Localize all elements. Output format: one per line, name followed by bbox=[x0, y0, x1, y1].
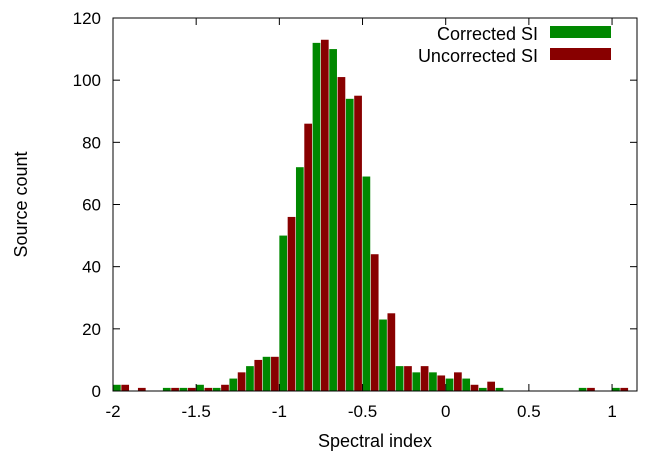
bar-uncorrected bbox=[237, 372, 246, 391]
bar-corrected bbox=[279, 235, 288, 391]
x-tick-label: -0.5 bbox=[348, 402, 377, 421]
y-tick-label: 100 bbox=[73, 71, 101, 90]
x-tick-label: -1 bbox=[272, 402, 287, 421]
bar-corrected bbox=[312, 42, 321, 392]
ticks-layer: -2 -1.5 -1 -0.5 0 0.5 1 0 20 40 60 80 100 120 bbox=[73, 9, 637, 421]
bar-uncorrected bbox=[370, 254, 379, 391]
bar-uncorrected bbox=[404, 366, 412, 391]
bar-corrected bbox=[246, 366, 254, 391]
bar-uncorrected bbox=[587, 387, 595, 391]
bar-uncorrected bbox=[137, 387, 146, 391]
bar-uncorrected bbox=[254, 359, 263, 391]
bars-layer bbox=[113, 39, 629, 392]
x-tick-label: -1.5 bbox=[182, 402, 211, 421]
bar-corrected bbox=[196, 384, 204, 391]
bar-uncorrected bbox=[304, 123, 313, 392]
legend-label: Uncorrected SI bbox=[418, 46, 538, 66]
y-axis-title: Source count bbox=[11, 151, 31, 257]
bar-corrected bbox=[495, 387, 504, 391]
bar-corrected bbox=[229, 378, 238, 391]
y-tick-label: 80 bbox=[82, 133, 101, 152]
bar-uncorrected bbox=[271, 356, 279, 391]
bar-corrected bbox=[379, 319, 387, 391]
bar-uncorrected bbox=[287, 216, 296, 391]
bar-corrected bbox=[462, 378, 471, 391]
x-tick-label: -2 bbox=[105, 402, 120, 421]
x-tick-label: 0 bbox=[441, 402, 450, 421]
x-tick-label: 0.5 bbox=[517, 402, 541, 421]
bar-corrected bbox=[345, 98, 354, 391]
bar-uncorrected bbox=[187, 387, 196, 391]
bar-uncorrected bbox=[221, 384, 229, 391]
bar-uncorrected bbox=[437, 375, 446, 391]
legend-label: Corrected SI bbox=[437, 24, 538, 44]
bar-uncorrected bbox=[420, 366, 429, 391]
bar-corrected bbox=[113, 384, 121, 391]
bar-uncorrected bbox=[121, 384, 130, 391]
bar-uncorrected bbox=[470, 384, 479, 391]
bar-corrected bbox=[179, 387, 188, 391]
bar-corrected bbox=[212, 387, 221, 391]
legend-swatch bbox=[550, 26, 611, 38]
bar-uncorrected bbox=[171, 387, 179, 391]
bar-uncorrected bbox=[337, 77, 346, 391]
bar-uncorrected bbox=[620, 387, 629, 391]
bar-corrected bbox=[362, 176, 371, 391]
y-tick-label: 40 bbox=[82, 258, 101, 277]
bar-corrected bbox=[478, 387, 487, 391]
legend-swatch bbox=[550, 48, 611, 60]
bar-corrected bbox=[329, 49, 337, 391]
bar-corrected bbox=[445, 378, 454, 391]
x-axis-title: Spectral index bbox=[318, 431, 432, 451]
bar-corrected bbox=[578, 387, 587, 391]
bar-corrected bbox=[612, 387, 620, 391]
bar-corrected bbox=[162, 387, 171, 391]
bar-corrected bbox=[429, 372, 437, 391]
bar-uncorrected bbox=[320, 39, 329, 391]
y-tick-label: 20 bbox=[82, 320, 101, 339]
bar-uncorrected bbox=[204, 387, 213, 391]
bar-corrected bbox=[295, 167, 304, 391]
bar-corrected bbox=[262, 356, 271, 391]
y-tick-label: 60 bbox=[82, 196, 101, 215]
y-tick-label: 0 bbox=[92, 382, 101, 401]
bar-uncorrected bbox=[354, 95, 362, 392]
x-tick-label: 1 bbox=[607, 402, 616, 421]
bar-uncorrected bbox=[387, 313, 396, 391]
bar-corrected bbox=[395, 366, 404, 391]
bar-corrected bbox=[412, 372, 421, 391]
bar-uncorrected bbox=[454, 372, 462, 391]
y-tick-label: 120 bbox=[73, 9, 101, 28]
bar-uncorrected bbox=[487, 381, 496, 391]
